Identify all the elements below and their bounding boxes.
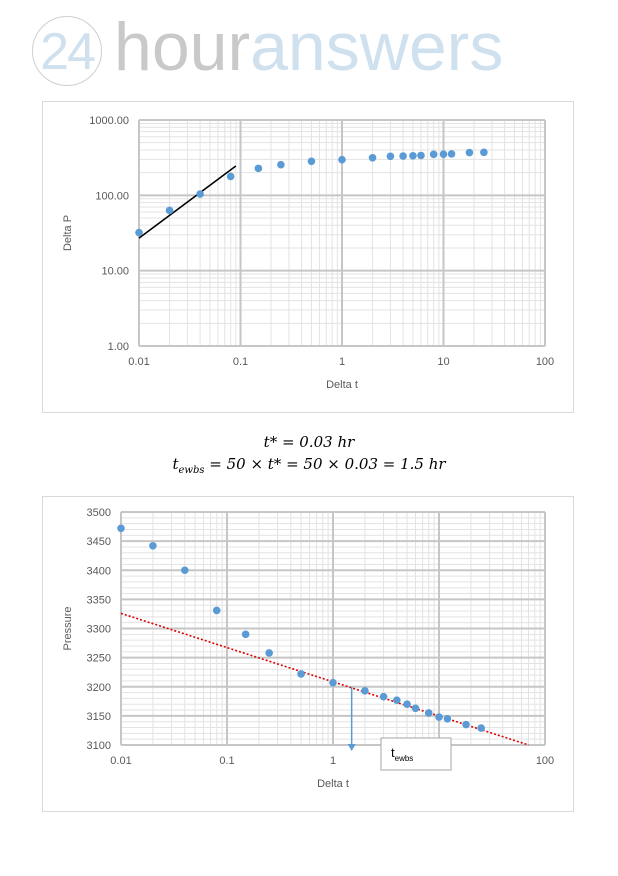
chart1-data-point: [447, 150, 456, 158]
chart1-data-point: [196, 190, 204, 198]
chart1-data-point: [465, 148, 474, 157]
chart2-data-point: [443, 714, 452, 723]
formula-line-1: t* = 0.03 hr: [0, 433, 618, 451]
chart2-data-point: [297, 670, 305, 678]
formula-tewbs-sub: ewbs: [178, 465, 205, 476]
chart2-data-point: [379, 692, 388, 701]
chart2-y-tick-label: 3200: [87, 682, 111, 694]
formula-tewbs-equation: = 50 × t* = 50 × 0.03 = 1.5 hr: [204, 455, 446, 473]
chart1-y-tick-label: 10.00: [101, 266, 129, 278]
chart2-data-point: [462, 720, 470, 729]
chart1-data-point: [417, 151, 425, 160]
chart2-tewbs-label: tewbs: [391, 745, 413, 763]
chart2-x-tick-label: 1: [330, 755, 336, 767]
chart1-data-point: [386, 152, 395, 161]
chart2-data-point: [477, 724, 485, 732]
chart2-y-axis-label: Pressure: [62, 606, 74, 650]
chart1-delta-p-vs-delta-t: 0.01 0.1 1 10 100 1.00 10.00 100.00 1000.00 Delta…: [62, 115, 554, 391]
chart2-data-point: [241, 630, 250, 639]
chart1-x-tick-label: 0.1: [233, 356, 248, 368]
chart2-data-point: [149, 541, 157, 550]
chart2-data-point: [424, 709, 433, 717]
chart2-data-point: [393, 696, 401, 704]
watermark-logo: 24 houranswers: [30, 9, 550, 94]
chart2-x-tick-label: 0.1: [219, 755, 234, 767]
formula-tewbs-symbol: tewbs: [172, 455, 205, 476]
chart1-data-point: [399, 152, 407, 160]
chart2-x-tick-label: 100: [536, 755, 554, 767]
chart1-data-point: [226, 172, 235, 181]
chart1-y-tick-label: 1000.00: [89, 115, 129, 127]
chart2-y-tick-label: 3350: [87, 594, 111, 606]
watermark-number: 24: [40, 23, 96, 81]
chart2-y-tick-label: 3250: [87, 653, 111, 665]
chart1-x-axis-label: Delta t: [326, 379, 358, 391]
chart2-data-point: [411, 704, 420, 713]
watermark-text: houranswers: [114, 8, 503, 86]
chart2-y-tick-label: 3100: [87, 740, 111, 752]
chart2-data-point: [265, 649, 273, 657]
chart2-x-tick-label: 0.01: [110, 755, 131, 767]
chart1-data-point: [409, 151, 417, 160]
chart1-x-tick-label: 100: [536, 356, 554, 368]
chart1-y-tick-label: 100.00: [95, 190, 129, 202]
chart2-data-point: [403, 700, 411, 709]
chart1-unit-slope-line: [138, 165, 237, 239]
watermark-word-answers: answers: [250, 9, 504, 85]
chart2-pressure-vs-delta-t: 0.010.1110100310031503200325033003350340…: [62, 507, 554, 790]
chart2-data-point: [361, 687, 369, 695]
chart1-y-axis-label: Delta P: [62, 215, 74, 251]
chart1-data-point: [429, 150, 438, 159]
chart2-data-point: [329, 678, 337, 687]
chart1-data-point: [254, 164, 263, 173]
chart1-data-point: [307, 157, 316, 166]
chart2-data-point: [181, 566, 189, 575]
chart1-data-point: [338, 155, 346, 164]
chart2-y-tick-label: 3300: [87, 624, 111, 636]
watermark-word-hour: hour: [114, 9, 251, 85]
chart1-data-point: [439, 150, 448, 158]
chart1-data-point: [135, 228, 143, 237]
chart1-y-tick-label: 1.00: [108, 341, 129, 353]
chart2-trend-line: [120, 612, 529, 746]
chart2-tewbs-arrow-head: [347, 744, 356, 751]
chart2-y-tick-label: 3450: [87, 536, 111, 548]
chart1-x-tick-label: 0.01: [128, 356, 149, 368]
chart1-data-point: [480, 148, 488, 157]
formula-line-2: tewbs = 50 × t* = 50 × 0.03 = 1.5 hr: [0, 455, 618, 476]
chart2-frame: 0.010.1110100310031503200325033003350340…: [42, 496, 574, 812]
chart2-y-tick-label: 3500: [87, 507, 111, 519]
chart2-y-tick-label: 3150: [87, 711, 111, 723]
chart2-data-point: [117, 524, 125, 533]
watermark-circle: [32, 16, 102, 86]
chart1-x-tick-label: 1: [339, 356, 345, 368]
chart2-tewbs-label-box: [380, 737, 452, 771]
chart1-data-point: [165, 206, 174, 215]
chart2-x-axis-label: Delta t: [317, 778, 349, 790]
formula-tstar: t* = 0.03 hr: [263, 433, 355, 451]
chart2-y-tick-label: 3400: [87, 565, 111, 577]
formula-tewbs-base: t: [172, 455, 179, 473]
chart1-data-point: [277, 160, 285, 169]
chart1-x-tick-label: 10: [437, 356, 449, 368]
chart1-data-point: [368, 153, 377, 162]
chart2-data-point: [435, 713, 443, 721]
chart1-frame: 0.01 0.1 1 10 100 1.00 10.00 100.00 1000.00 Delta…: [42, 101, 574, 413]
chart2-data-point: [212, 606, 221, 615]
